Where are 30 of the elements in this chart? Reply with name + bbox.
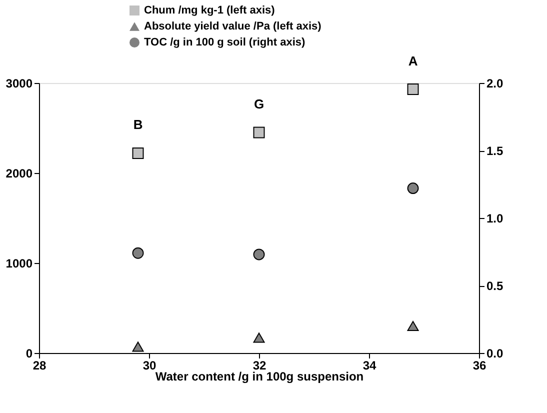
y-tick-label: 0 [26,346,33,360]
x-axis-title: Water content /g in 100g suspension [155,370,364,384]
point [253,332,265,343]
annotation: G [254,96,264,112]
legend-label: Chum /mg kg-1 (left axis) [144,4,276,16]
y-tick-label: 2000 [6,166,33,180]
x-tick-label: 28 [32,358,46,372]
y-tick-label: 1000 [6,256,33,270]
annotation: B [133,117,143,132]
point [253,126,265,138]
point [407,320,419,332]
legend-label: TOC /g in 100 g soil (right axis) [144,36,306,48]
point [132,147,144,159]
x-tick-label: 34 [362,358,376,372]
y2-tick-label: 2.0 [486,76,504,90]
y2-tick-label: 0.5 [486,279,504,293]
x-tick-label: 36 [472,358,486,372]
x-tick-label: 30 [142,358,156,372]
text: A [408,53,418,68]
x-tick-label: 32 [252,358,266,372]
y2-tick-label: 1.0 [486,212,504,226]
y2-tick-label: 1.5 [486,144,504,158]
point [407,182,419,194]
y2-tick-label: 0.0 [486,346,504,360]
point [253,248,265,260]
legend-label: Absolute yield value /Pa (left axis) [144,20,322,32]
y-tick-label: 3000 [6,76,33,90]
point [407,84,419,96]
point [132,247,144,259]
point [132,342,144,352]
